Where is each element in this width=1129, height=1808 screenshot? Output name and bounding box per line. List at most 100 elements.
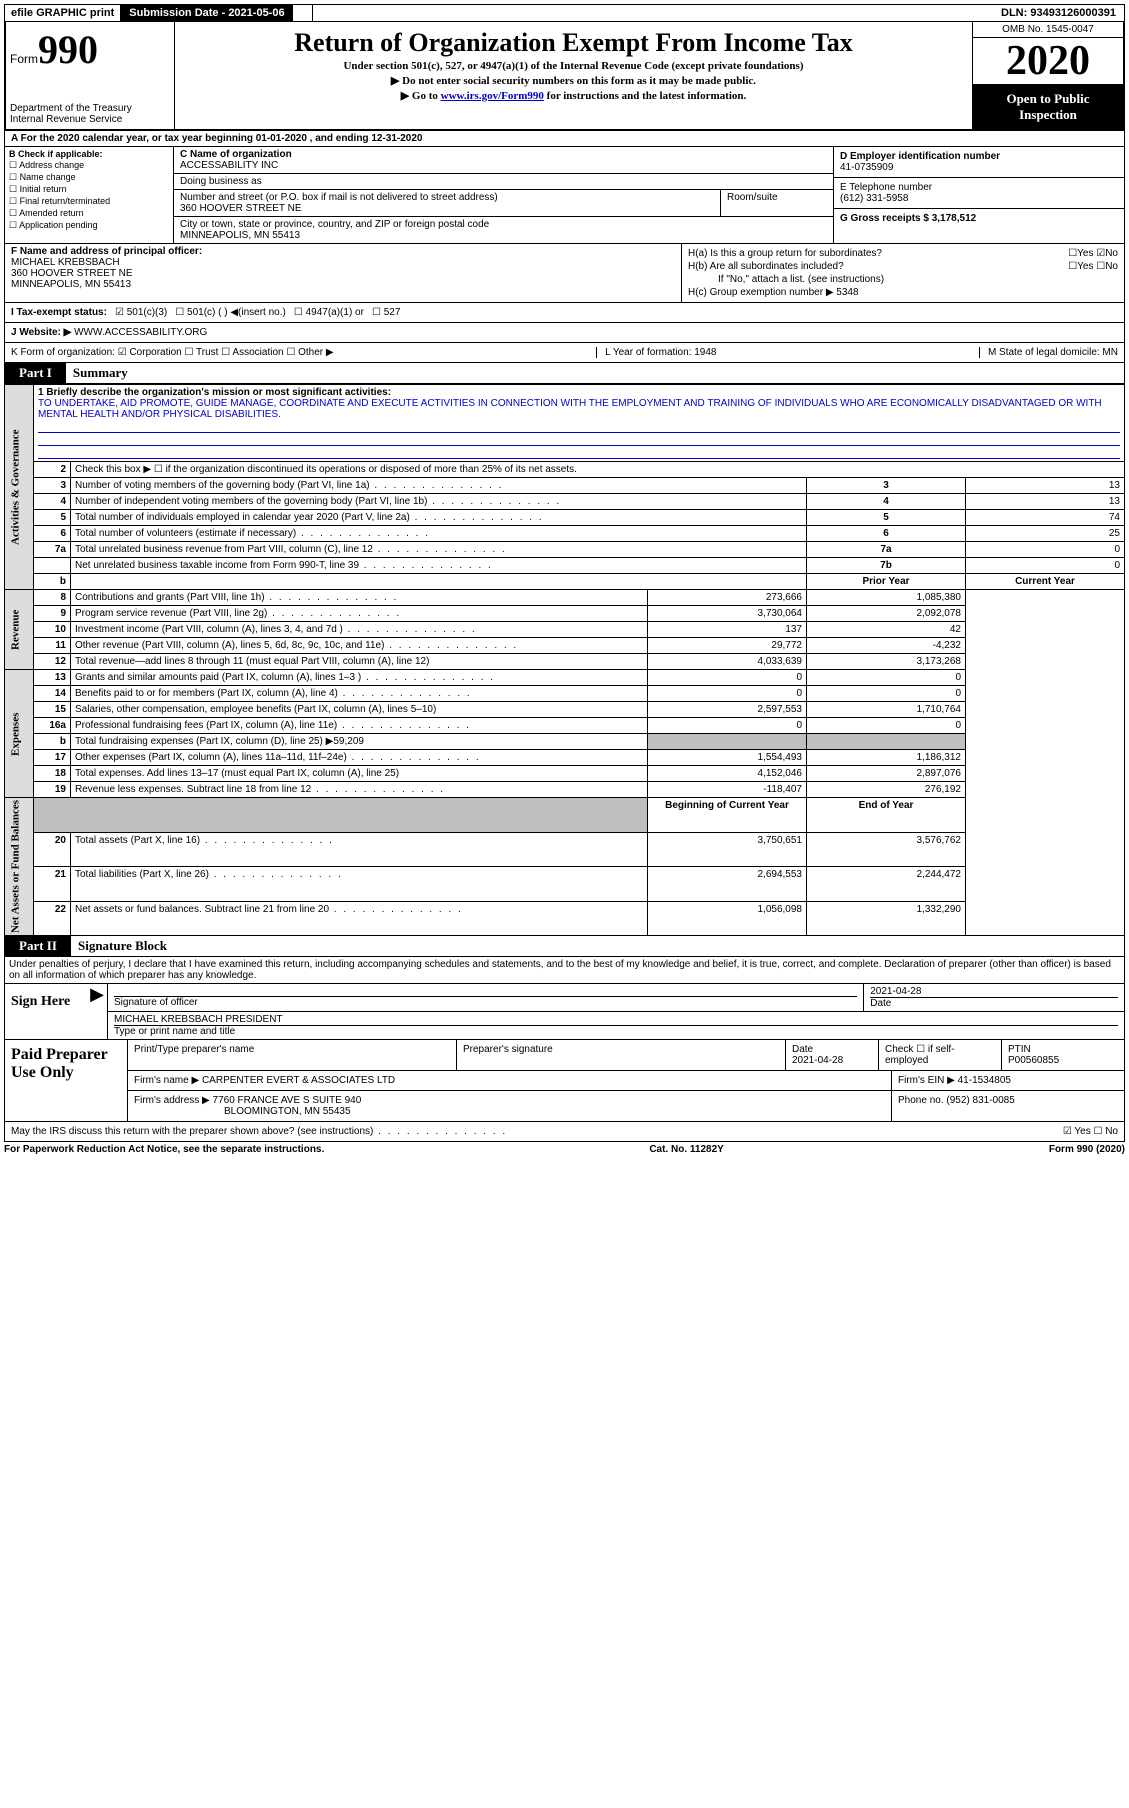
chk-initial-return[interactable]: ☐ Initial return	[9, 184, 169, 195]
line-16a-num: 16a	[34, 718, 71, 734]
chk-amended[interactable]: ☐ Amended return	[9, 208, 169, 219]
line-7b-text: Net unrelated business taxable income fr…	[75, 560, 493, 571]
line-16a-py: 0	[648, 718, 807, 734]
line-15-text: Salaries, other compensation, employee b…	[75, 704, 436, 715]
ha-answer[interactable]: ☐Yes ☑No	[1068, 248, 1118, 259]
firm-name: CARPENTER EVERT & ASSOCIATES LTD	[202, 1075, 395, 1086]
line-9-py: 3,730,064	[648, 606, 807, 622]
chk-final-return[interactable]: ☐ Final return/terminated	[9, 196, 169, 207]
state-domicile: M State of legal domicile: MN	[979, 347, 1118, 358]
line-10-cy: 42	[807, 622, 966, 638]
print-name-label: Type or print name and title	[114, 1025, 1118, 1037]
hb-note: If "No," attach a list. (see instruction…	[688, 274, 1118, 285]
chk-address-change[interactable]: ☐ Address change	[9, 160, 169, 171]
line-3-val: 13	[966, 478, 1125, 494]
discuss-row: May the IRS discuss this return with the…	[4, 1122, 1125, 1142]
firm-addr2: BLOOMINGTON, MN 55435	[134, 1106, 351, 1117]
line-8-cy: 1,085,380	[807, 590, 966, 606]
hc-label: H(c) Group exemption number ▶ 5348	[688, 287, 1118, 298]
website-url[interactable]: WWW.ACCESSABILITY.ORG	[74, 327, 207, 338]
line-14-text: Benefits paid to or for members (Part IX…	[75, 688, 472, 699]
chk-527[interactable]: ☐ 527	[372, 307, 400, 318]
penalties-text: Under penalties of perjury, I declare th…	[4, 957, 1125, 984]
firm-name-label: Firm's name ▶	[134, 1075, 199, 1086]
irs-link[interactable]: www.irs.gov/Form990	[441, 90, 544, 102]
form-header: Form990 Department of the Treasury Inter…	[4, 22, 1125, 131]
line-22-text: Net assets or fund balances. Subtract li…	[75, 904, 463, 915]
line-17-num: 17	[34, 750, 71, 766]
hdr-boy: Beginning of Current Year	[648, 798, 807, 833]
part2-badge: Part II	[5, 936, 71, 956]
chk-4947[interactable]: ☐ 4947(a)(1) or	[294, 307, 364, 318]
discuss-label: May the IRS discuss this return with the…	[11, 1126, 507, 1137]
ptin-value: P00560855	[1008, 1055, 1059, 1066]
chk-name-change[interactable]: ☐ Name change	[9, 172, 169, 183]
q2-text[interactable]: Check this box ▶ ☐ if the organization d…	[71, 462, 1125, 478]
hdr-current-year: Current Year	[966, 574, 1125, 590]
sign-here-block: Sign Here ▶ Signature of officer 2021-04…	[4, 984, 1125, 1040]
line-7a-num: 7a	[34, 542, 71, 558]
line-13-py: 0	[648, 670, 807, 686]
tab-revenue: Revenue	[5, 590, 34, 670]
principal-officer: F Name and address of principal officer:…	[5, 244, 682, 302]
tax-year: 2020	[973, 38, 1123, 85]
line-9-cy: 2,092,078	[807, 606, 966, 622]
city-label: City or town, state or province, country…	[180, 219, 827, 230]
hdr-prior-year: Prior Year	[807, 574, 966, 590]
tab-expenses: Expenses	[5, 670, 34, 798]
paid-preparer-block: Paid Preparer Use Only Print/Type prepar…	[4, 1040, 1125, 1122]
q1-label: 1 Briefly describe the organization's mi…	[38, 387, 391, 398]
officer-addr1: 360 HOOVER STREET NE	[11, 268, 675, 279]
line-13-cy: 0	[807, 670, 966, 686]
chk-app-pending[interactable]: ☐ Application pending	[9, 220, 169, 231]
line-6-box: 6	[807, 526, 966, 542]
signature-date: 2021-04-28	[870, 986, 1118, 997]
website-label: J Website: ▶	[11, 327, 71, 338]
footer-form-ref: Form 990 (2020)	[1049, 1144, 1125, 1155]
preparer-name-label: Print/Type preparer's name	[128, 1040, 457, 1070]
discuss-answer[interactable]: ☑ Yes ☐ No	[1063, 1126, 1118, 1137]
hb-answer[interactable]: ☐Yes ☐No	[1068, 261, 1118, 272]
line-5-text: Total number of individuals employed in …	[75, 512, 544, 523]
telephone-label: E Telephone number	[840, 182, 1118, 193]
form-number: Form990	[10, 26, 170, 73]
line-9-num: 9	[34, 606, 71, 622]
line-19-num: 19	[34, 782, 71, 798]
line-19-text: Revenue less expenses. Subtract line 18 …	[75, 784, 445, 795]
line-7b-num	[34, 558, 71, 574]
subtitle-2: ▶ Do not enter social security numbers o…	[185, 74, 962, 87]
col-b-label: B Check if applicable:	[9, 149, 169, 159]
firm-phone: (952) 831-0085	[946, 1095, 1014, 1106]
firm-addr1: 7760 FRANCE AVE S SUITE 940	[213, 1095, 362, 1106]
line-3-box: 3	[807, 478, 966, 494]
line-5-val: 74	[966, 510, 1125, 526]
line-6-num: 6	[34, 526, 71, 542]
line-22-py: 1,056,098	[648, 901, 807, 936]
self-employed-check[interactable]: Check ☐ if self-employed	[879, 1040, 1002, 1070]
form-of-org[interactable]: K Form of organization: ☑ Corporation ☐ …	[11, 347, 334, 358]
line-8-num: 8	[34, 590, 71, 606]
line-15-num: 15	[34, 702, 71, 718]
sign-arrow-icon: ▶	[87, 984, 108, 1039]
chk-501c3[interactable]: ☑ 501(c)(3)	[115, 307, 167, 318]
gross-receipts: G Gross receipts $ 3,178,512	[834, 209, 1124, 228]
col-b-checkboxes: B Check if applicable: ☐ Address change …	[5, 147, 174, 243]
line-16a-cy: 0	[807, 718, 966, 734]
footer-cat-no: Cat. No. 11282Y	[649, 1144, 723, 1155]
line-7a-text: Total unrelated business revenue from Pa…	[75, 544, 507, 555]
line-5-num: 5	[34, 510, 71, 526]
tax-label: I Tax-exempt status:	[11, 307, 107, 318]
prep-date-label: Date	[792, 1044, 813, 1055]
chk-501c[interactable]: ☐ 501(c) ( ) ◀(insert no.)	[175, 307, 286, 318]
line-18-cy: 2,897,076	[807, 766, 966, 782]
department: Department of the Treasury Internal Reve…	[10, 103, 170, 125]
mission-text: TO UNDERTAKE, AID PROMOTE, GUIDE MANAGE,…	[38, 398, 1102, 420]
line-10-text: Investment income (Part VIII, column (A)…	[75, 624, 477, 635]
line-16a-text: Professional fundraising fees (Part IX, …	[75, 720, 471, 731]
efile-label[interactable]: efile GRAPHIC print	[5, 5, 121, 21]
preparer-date: 2021-04-28	[792, 1055, 843, 1066]
year-formation: L Year of formation: 1948	[596, 347, 716, 358]
line-18-num: 18	[34, 766, 71, 782]
col-c-org-info: C Name of organization ACCESSABILITY INC…	[174, 147, 834, 243]
ein-value: 41-0735909	[840, 162, 1118, 173]
